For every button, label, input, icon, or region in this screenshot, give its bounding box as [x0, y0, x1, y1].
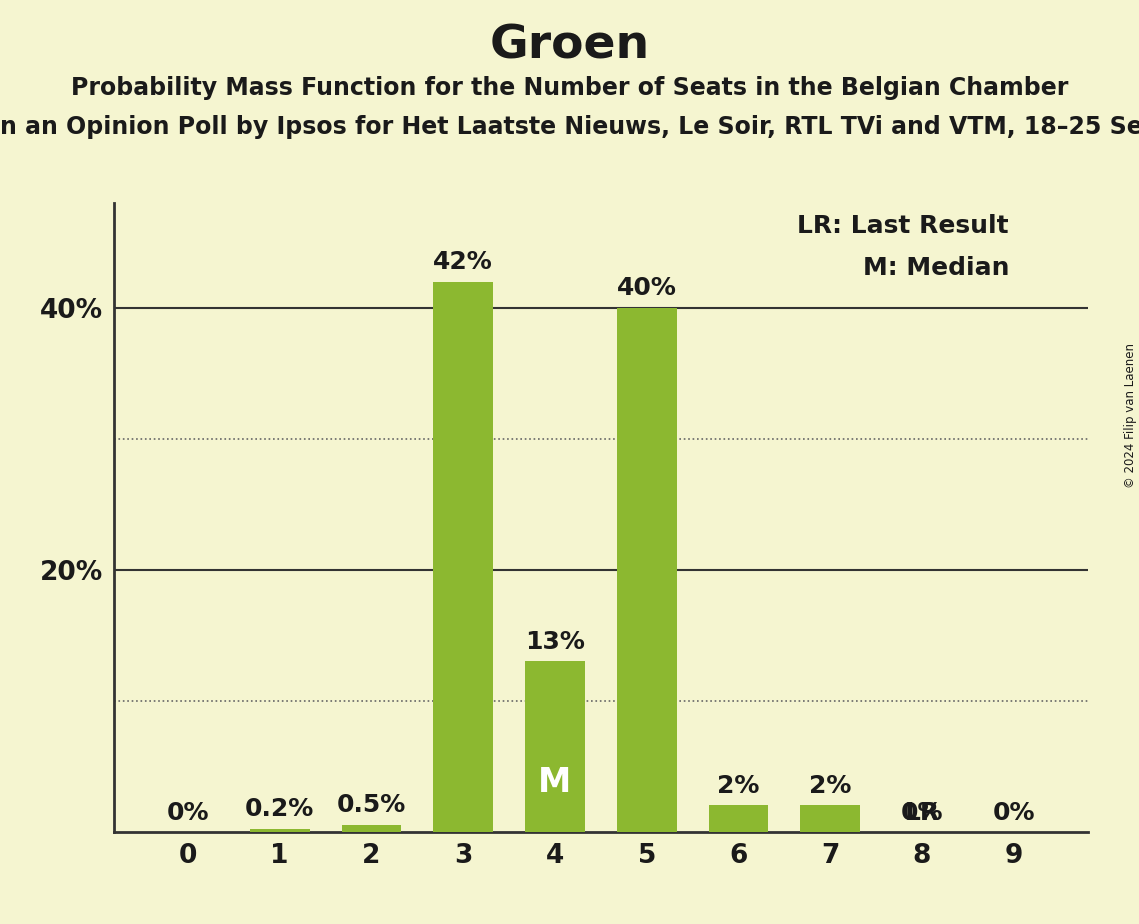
- Bar: [708, 806, 768, 832]
- Text: 2%: 2%: [718, 773, 760, 797]
- Text: M: Median: M: Median: [862, 256, 1009, 280]
- Bar: [434, 282, 493, 832]
- Bar: [801, 806, 860, 832]
- Text: 42%: 42%: [433, 250, 493, 274]
- Text: Probability Mass Function for the Number of Seats in the Belgian Chamber: Probability Mass Function for the Number…: [71, 76, 1068, 100]
- Bar: [342, 825, 401, 832]
- Text: Groen: Groen: [490, 23, 649, 68]
- Bar: [249, 829, 310, 832]
- Bar: [617, 308, 677, 832]
- Text: 2%: 2%: [809, 773, 851, 797]
- Text: n an Opinion Poll by Ipsos for Het Laatste Nieuws, Le Soir, RTL TVi and VTM, 18–: n an Opinion Poll by Ipsos for Het Laats…: [0, 115, 1139, 139]
- Text: 0%: 0%: [166, 801, 210, 825]
- Text: 0%: 0%: [992, 801, 1035, 825]
- Text: © 2024 Filip van Laenen: © 2024 Filip van Laenen: [1124, 344, 1137, 488]
- Text: 0.5%: 0.5%: [337, 793, 407, 817]
- Text: 0.2%: 0.2%: [245, 797, 314, 821]
- Text: 40%: 40%: [616, 276, 677, 300]
- Bar: [525, 662, 584, 832]
- Text: LR: LR: [904, 801, 940, 825]
- Text: M: M: [539, 766, 572, 799]
- Text: 13%: 13%: [525, 629, 585, 653]
- Text: 0%: 0%: [901, 801, 943, 825]
- Text: LR: Last Result: LR: Last Result: [797, 213, 1009, 237]
